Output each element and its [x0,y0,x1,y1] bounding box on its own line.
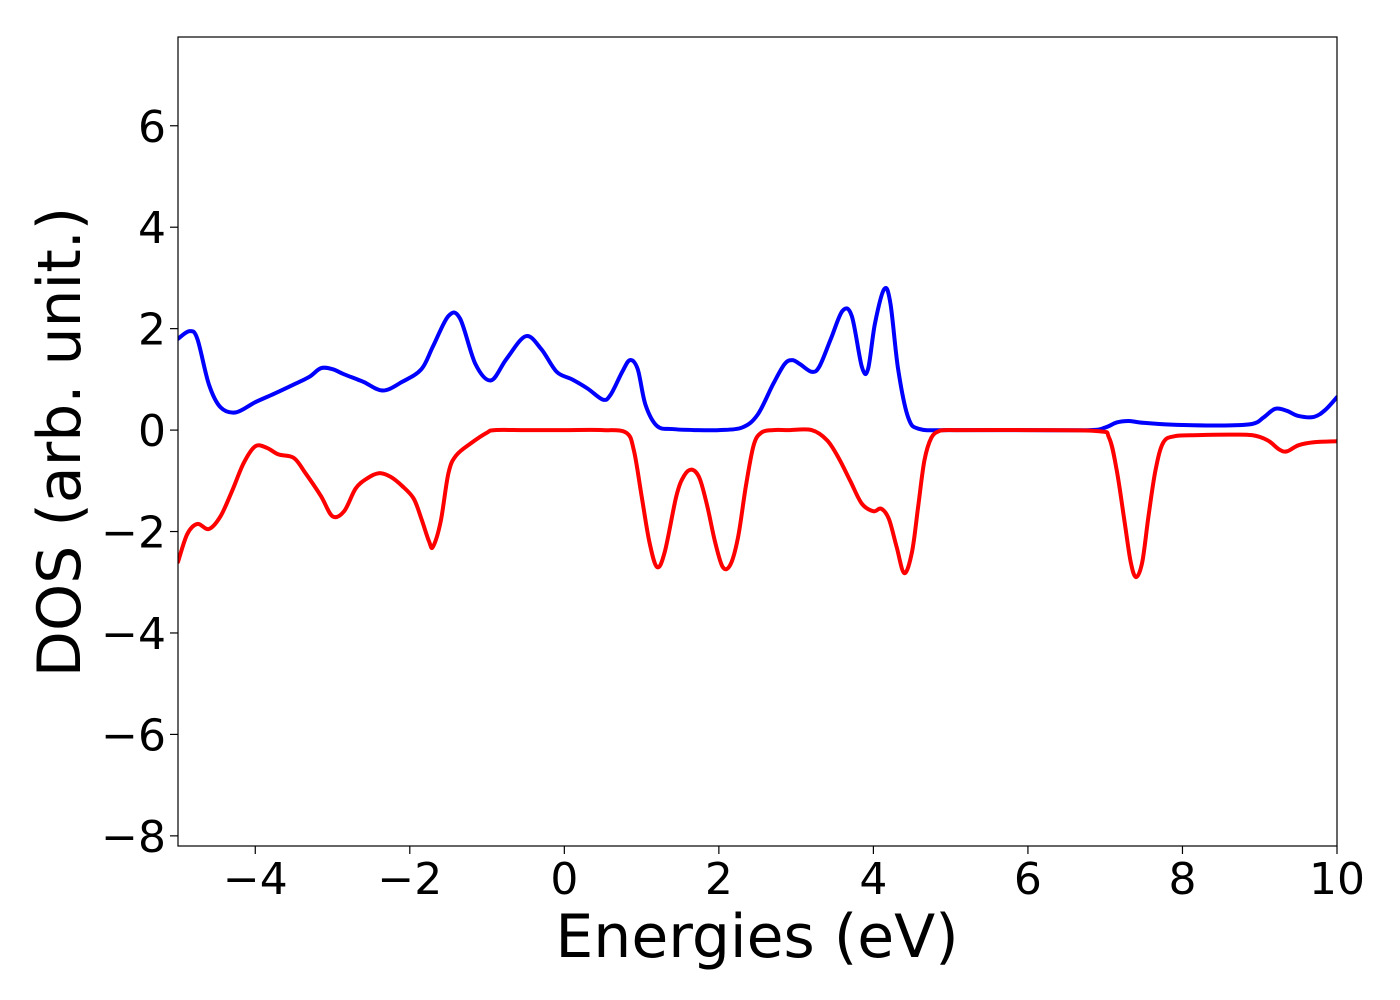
y-tick-label: 4 [138,203,166,254]
y-axis-ticks: −8 −6 −4 −2 0 2 4 6 [101,102,178,863]
series-group [178,285,1337,580]
series-line-spin-up [178,285,1337,433]
x-tick-label: −2 [377,854,442,905]
plot-background [178,37,1337,846]
x-axis-title: Energies (eV) [555,902,958,972]
x-tick-label: 6 [1014,854,1042,905]
plot-frame [177,36,1338,847]
y-tick-label: −4 [101,609,166,660]
y-tick-label: −8 [101,812,166,863]
y-tick-label: −2 [101,508,166,559]
y-tick-label: 2 [138,305,166,356]
y-tick-label: 0 [138,406,166,457]
x-tick-label: 2 [705,854,733,905]
y-axis-title: DOS (arb. unit.) [25,207,95,677]
x-tick-label: 10 [1309,854,1365,905]
x-tick-label: −4 [223,854,288,905]
x-tick-label: 4 [859,854,887,905]
x-tick-label: 8 [1168,854,1196,905]
series-line-spin-down [178,427,1337,580]
x-axis-ticks: −4 −2 0 2 4 6 8 10 [223,846,1365,905]
y-tick-label: 6 [138,102,166,153]
y-tick-label: −6 [101,710,166,761]
x-tick-label: 0 [550,854,578,905]
